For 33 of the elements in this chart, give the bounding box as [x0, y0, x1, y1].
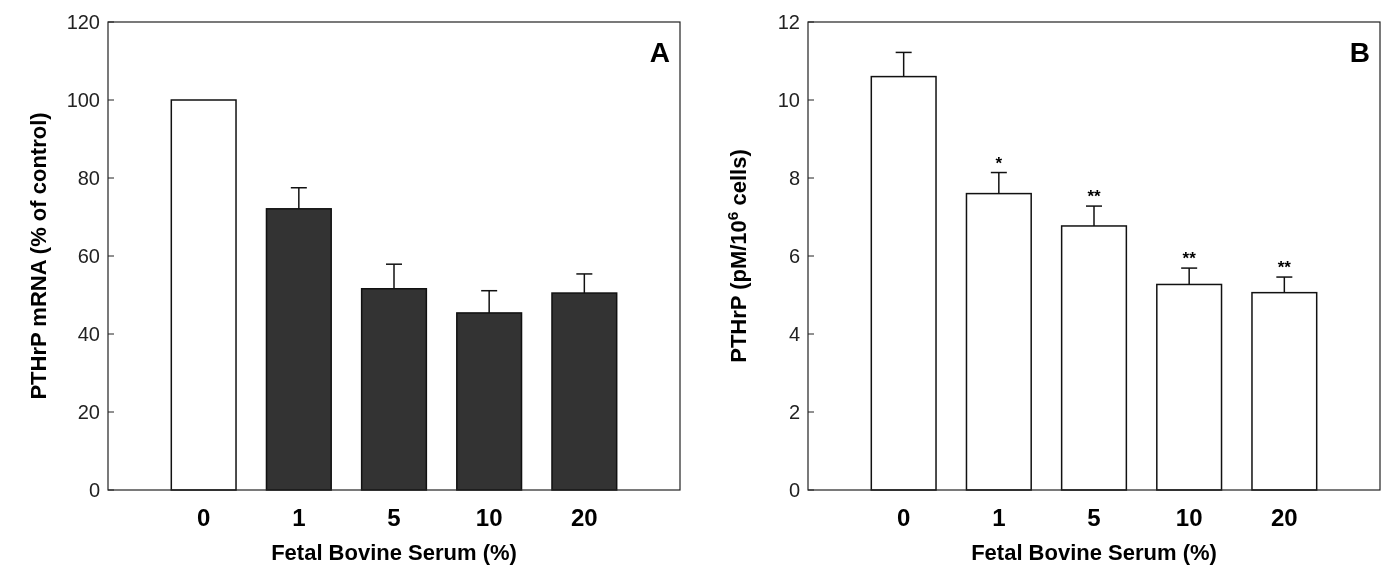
y-tick-label: 100: [66, 89, 100, 111]
y-tick-label: 6: [788, 245, 800, 267]
x-tick-label: 0: [196, 504, 211, 531]
y-tick-label: 0: [788, 479, 800, 501]
y-tick-label: 120: [66, 11, 100, 33]
annotation: *: [995, 153, 1003, 173]
x-axis-title: Fetal Bovine Serum (%): [971, 540, 1217, 565]
y-tick-label: 80: [77, 167, 100, 189]
annotation: **: [1182, 249, 1197, 269]
y-tick-label: 0: [88, 479, 100, 501]
x-tick-label: 1: [292, 504, 306, 531]
annotation: B: [1349, 37, 1370, 68]
annotation: **: [1277, 258, 1292, 278]
x-tick-label: 1: [992, 504, 1006, 531]
y-tick-label: 10: [777, 89, 800, 111]
annotation: A: [649, 37, 670, 68]
y-tick-label: 40: [77, 323, 100, 345]
x-tick-label: 5: [387, 504, 401, 531]
x-tick-label: 20: [1270, 504, 1298, 531]
y-axis-title: PTHrP mRNA (% of control): [26, 112, 51, 400]
x-tick-label: 5: [1087, 504, 1101, 531]
annotation: **: [1087, 187, 1101, 207]
y-tick-label: 8: [788, 167, 800, 189]
x-tick-label: 10: [1175, 504, 1203, 531]
x-tick-label: 20: [570, 504, 598, 531]
y-tick-label: 12: [777, 11, 800, 33]
y-tick-label: 2: [788, 401, 800, 423]
y-tick-label: 60: [77, 245, 100, 267]
y-tick-label: 4: [788, 323, 800, 345]
x-axis-title: Fetal Bovine Serum (%): [271, 540, 517, 565]
y-tick-label: 20: [77, 401, 100, 423]
x-tick-label: 0: [896, 504, 911, 531]
x-tick-label: 10: [475, 504, 503, 531]
